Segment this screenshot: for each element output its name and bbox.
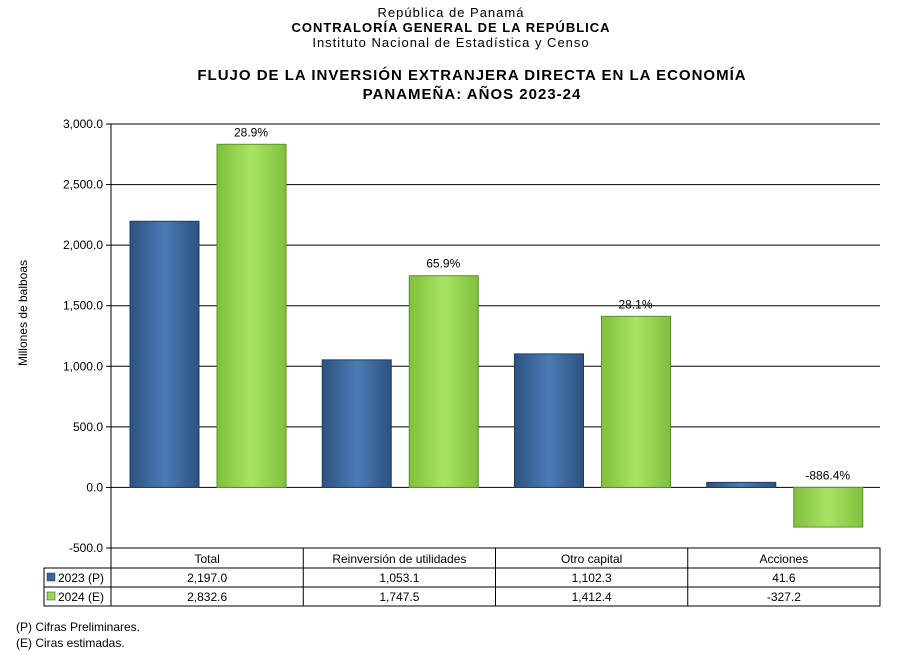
y-tick-label: 1,000.0 <box>63 359 103 373</box>
y-tick-label: 500.0 <box>73 420 103 434</box>
header-line1: República de Panamá <box>378 5 525 20</box>
y-tick-label: -500.0 <box>69 541 103 555</box>
header-line2: CONTRALORÍA GENERAL DE LA REPÚBLICA <box>291 20 610 35</box>
header-line3: Instituto Nacional de Estadística y Cens… <box>312 35 589 50</box>
legend-label: 2023 (P) <box>58 571 104 585</box>
bar-2023 <box>129 220 200 488</box>
chart-title-line1: FLUJO DE LA INVERSIÓN EXTRANJERA DIRECTA… <box>197 66 746 84</box>
bar-2024 <box>216 143 287 488</box>
bar-2024 <box>601 315 671 488</box>
footnote-p: (P) Cifras Preliminares. <box>16 620 140 634</box>
y-tick-label: 2,500.0 <box>63 178 103 192</box>
category-label: Acciones <box>760 552 809 566</box>
bar-2023 <box>706 481 777 488</box>
table-value: -327.2 <box>767 590 801 604</box>
table-value: 2,197.0 <box>187 571 227 585</box>
data-label-change: -886.4% <box>805 468 850 482</box>
chart-title-line2: PANAMEÑA: AÑOS 2023-24 <box>363 85 582 103</box>
footnote-e: (E) Ciras estimadas. <box>16 636 125 650</box>
y-tick-label: 3,000.0 <box>63 117 103 131</box>
table-value: 1,747.5 <box>379 590 419 604</box>
bar-2024 <box>408 275 479 488</box>
table-value: 41.6 <box>772 571 796 585</box>
bar-2023 <box>514 353 584 488</box>
bar-2024 <box>793 486 864 528</box>
legend-label: 2024 (E) <box>58 590 104 604</box>
data-label-change: 28.1% <box>618 297 652 311</box>
data-label-change: 65.9% <box>426 257 460 271</box>
table-value: 1,412.4 <box>572 590 612 604</box>
y-tick-label: 1,500.0 <box>63 299 103 313</box>
table-value: 2,832.6 <box>187 590 227 604</box>
y-tick-label: 2,000.0 <box>63 238 103 252</box>
data-label-change: 28.9% <box>234 125 268 139</box>
legend-swatch-2023 <box>46 572 56 582</box>
y-tick-label: 0.0 <box>86 480 103 494</box>
y-axis-label: Millones de balboas <box>16 260 30 366</box>
category-label: Reinversión de utilidades <box>332 552 466 566</box>
table-value: 1,053.1 <box>379 571 419 585</box>
category-label: Otro capital <box>561 552 622 566</box>
legend-swatch-2024 <box>46 591 56 601</box>
category-label: Total <box>194 552 219 566</box>
bar-2023 <box>321 359 392 488</box>
table-value: 1,102.3 <box>572 571 612 585</box>
